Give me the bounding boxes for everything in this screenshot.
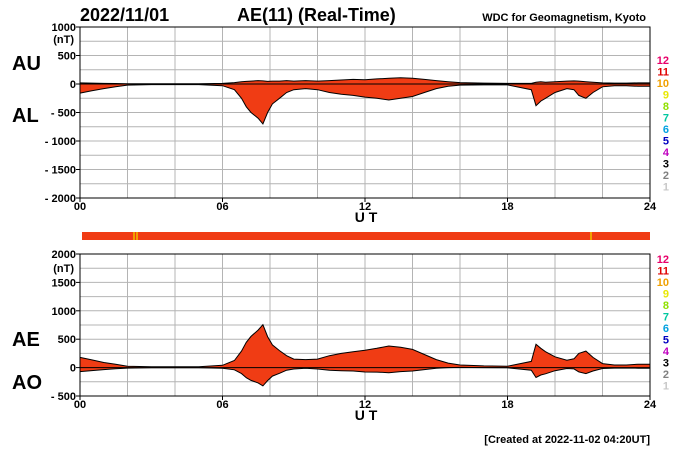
au-al-areas <box>79 77 650 125</box>
station-count-label: 5 <box>663 335 669 347</box>
station-bar-mark <box>136 232 138 240</box>
station-count-label: 12 <box>657 254 669 266</box>
ae-ao-y-ticks: 2000 1500 1000 500 0 - 500 <box>51 249 80 403</box>
ae-ao-y-unit: (nT) <box>53 263 74 275</box>
station-count-label: 3 <box>663 159 669 171</box>
station-count-label: 10 <box>657 78 669 90</box>
x-tick-label: 06 <box>216 399 228 411</box>
au-al-y-unit: (nT) <box>53 34 74 46</box>
station-count-label: 9 <box>663 289 669 301</box>
station-count-label: 1 <box>663 182 669 194</box>
station-count-label: 2 <box>663 170 669 182</box>
y-tick-label: - 1000 <box>45 136 76 148</box>
y-tick-label: 1500 <box>52 277 76 289</box>
station-count-label: 2 <box>663 369 669 381</box>
x-tick-label: 00 <box>74 399 86 411</box>
y-tick-label: 1000 <box>52 22 76 34</box>
series-ao-line <box>79 366 650 387</box>
y-tick-label: 2000 <box>52 249 76 261</box>
x-tick-label: 18 <box>501 201 513 213</box>
series-al-line <box>79 84 650 125</box>
station-count-label: 8 <box>663 101 669 113</box>
y-tick-label: 0 <box>70 363 76 375</box>
y-tick-label: 500 <box>58 334 76 346</box>
station-count-label: 8 <box>663 300 669 312</box>
station-count-label: 7 <box>663 312 669 324</box>
station-count-label: 3 <box>663 358 669 370</box>
station-bar-mark <box>133 232 135 240</box>
y-tick-label: 500 <box>58 51 76 63</box>
series-ae-line <box>79 323 650 368</box>
series-au-line <box>79 77 650 85</box>
station-count-label: 6 <box>663 323 669 335</box>
au-al-y-ticks: 1000 500 0 - 500 - 1000 - 1500 - 2000 <box>45 22 80 205</box>
au-al-grid <box>80 27 650 198</box>
station-count-label: 4 <box>663 346 670 358</box>
ao-label: AO <box>12 372 42 394</box>
y-tick-label: - 500 <box>51 108 76 120</box>
au-al-x-axis-label: U T <box>355 209 378 225</box>
station-count-label: 4 <box>663 147 670 159</box>
station-status-bar <box>82 232 650 240</box>
station-bar-fill <box>82 232 650 240</box>
au-label: AU <box>12 53 41 75</box>
y-tick-label: 0 <box>70 79 76 91</box>
station-count-label: 10 <box>657 277 669 289</box>
x-tick-label: 12 <box>359 399 371 411</box>
station-count-label: 11 <box>657 67 669 79</box>
data-source: WDC for Geomagnetism, Kyoto <box>482 12 646 24</box>
x-tick-label: 00 <box>74 201 86 213</box>
x-tick-label: 12 <box>359 201 371 213</box>
x-tick-label: 18 <box>501 399 513 411</box>
y-tick-label: - 2000 <box>45 193 76 205</box>
ae-ao-x-axis-label: U T <box>355 407 378 423</box>
plot-date: 2022/11/01 <box>80 5 169 25</box>
x-tick-label: 06 <box>216 201 228 213</box>
ae-ao-grid <box>80 254 650 396</box>
al-label: AL <box>12 105 39 127</box>
series-au-area <box>80 77 650 84</box>
ae-ao-areas <box>79 323 650 387</box>
y-tick-label: - 1500 <box>45 165 76 177</box>
station-count-label: 9 <box>663 90 669 102</box>
created-timestamp: [Created at 2022-11-02 04:20UT] <box>484 434 650 446</box>
ae-ao-x-ticks: 00 06 12 18 24 <box>74 396 657 411</box>
station-count-label: 7 <box>663 113 669 125</box>
au-al-x-ticks: 00 06 12 18 24 <box>74 198 657 213</box>
x-tick-label: 24 <box>644 399 657 411</box>
station-count-label: 1 <box>663 381 669 393</box>
station-bar-mark <box>590 232 592 240</box>
station-count-label: 11 <box>657 266 669 278</box>
plot-title: AE(11) (Real-Time) <box>237 5 396 25</box>
station-count-label: 12 <box>657 55 669 67</box>
x-tick-label: 24 <box>644 201 657 213</box>
y-tick-label: - 500 <box>51 391 76 403</box>
y-tick-label: 1000 <box>52 306 76 318</box>
station-count-label: 5 <box>663 136 669 148</box>
ae-label: AE <box>12 329 40 351</box>
station-count-label: 6 <box>663 124 669 136</box>
